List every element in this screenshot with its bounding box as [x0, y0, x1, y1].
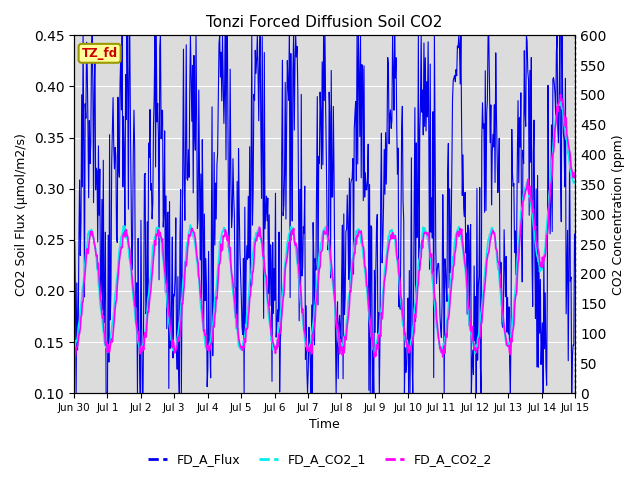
Y-axis label: CO2 Concentration (ppm): CO2 Concentration (ppm)	[612, 134, 625, 295]
X-axis label: Time: Time	[309, 419, 340, 432]
Y-axis label: CO2 Soil Flux (μmol/m2/s): CO2 Soil Flux (μmol/m2/s)	[15, 133, 28, 296]
Text: TZ_fd: TZ_fd	[81, 47, 118, 60]
Legend: FD_A_Flux, FD_A_CO2_1, FD_A_CO2_2: FD_A_Flux, FD_A_CO2_1, FD_A_CO2_2	[143, 448, 497, 471]
Title: Tonzi Forced Diffusion Soil CO2: Tonzi Forced Diffusion Soil CO2	[207, 15, 443, 30]
